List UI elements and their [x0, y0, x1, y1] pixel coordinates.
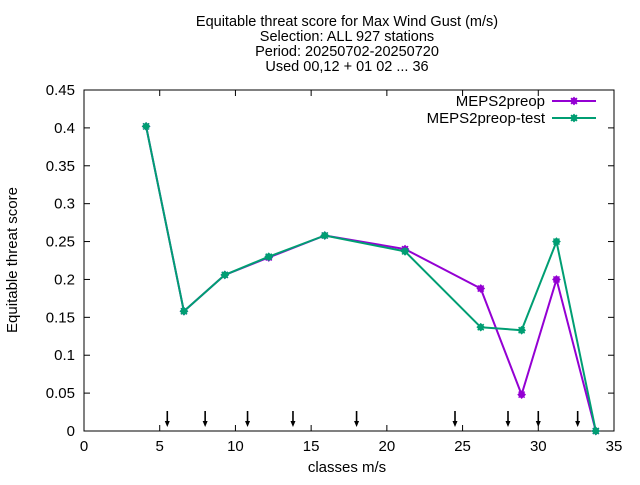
data-point [552, 237, 561, 246]
y-tick-label: 0.05 [46, 385, 75, 402]
class-arrow-head [245, 421, 251, 427]
y-tick-label: 0.25 [46, 234, 75, 251]
legend-label: MEPS2preop [456, 93, 545, 110]
data-point [591, 426, 601, 436]
data-point [552, 275, 561, 284]
y-tick-label: 0.4 [54, 120, 75, 137]
x-tick-label: 0 [80, 438, 88, 455]
series-line [145, 126, 597, 432]
y-axis-ticks: 0 0.05 0.1 0.15 0.2 0.25 0.3 0.35 0.4 0.45 [46, 82, 614, 440]
y-tick-label: 0.35 [46, 158, 75, 175]
x-tick-label: 20 [379, 438, 396, 455]
class-arrow-head [354, 421, 360, 427]
data-series [141, 122, 601, 436]
legend-label: MEPS2preop-test [427, 110, 546, 127]
y-tick-label: 0.1 [54, 347, 75, 364]
x-tick-label: 10 [227, 438, 244, 455]
data-point [220, 270, 230, 280]
title-line-2: Selection: ALL 927 stations [260, 29, 434, 45]
x-tick-label: 35 [606, 438, 623, 455]
x-axis-ticks: 0 5 10 15 20 25 30 35 [80, 90, 623, 455]
title-line-4: Used 00,12 + 01 02 ... 36 [265, 59, 428, 75]
chart-title: Equitable threat score for Max Wind Gust… [196, 14, 498, 75]
data-point [320, 231, 330, 240]
data-point [476, 284, 486, 293]
class-arrow-head [164, 421, 170, 427]
y-axis-label: Equitable threat score [4, 187, 21, 333]
data-point [264, 252, 274, 262]
data-point [400, 247, 410, 256]
x-tick-label: 15 [303, 438, 320, 455]
class-arrow-head [575, 421, 581, 427]
x-tick-label: 25 [454, 438, 471, 455]
class-arrow-head [290, 421, 296, 427]
data-point [517, 325, 526, 335]
class-threshold-arrows [164, 411, 581, 427]
x-axis-label: classes m/s [308, 459, 386, 476]
x-tick-label: 5 [156, 438, 164, 455]
legend-swatch-marker [569, 113, 579, 123]
data-point [179, 306, 189, 316]
series-2 [141, 122, 601, 436]
y-tick-label: 0.2 [54, 271, 75, 288]
data-point [517, 390, 526, 399]
class-arrow-head [452, 421, 458, 427]
class-arrow-head [505, 421, 511, 427]
legend-swatch-marker [569, 96, 579, 106]
title-line-3: Period: 20250702-20250720 [255, 44, 439, 60]
x-tick-label: 30 [530, 438, 547, 455]
class-arrow-head [202, 421, 208, 427]
class-arrow-head [535, 421, 541, 427]
y-tick-label: 0 [67, 423, 75, 440]
data-point [476, 322, 486, 332]
y-tick-label: 0.45 [46, 82, 75, 99]
y-tick-label: 0.3 [54, 196, 75, 213]
title-line-1: Equitable threat score for Max Wind Gust… [196, 14, 498, 30]
plot-area-frame [83, 89, 615, 432]
data-point [141, 122, 151, 131]
y-tick-label: 0.15 [46, 309, 75, 326]
